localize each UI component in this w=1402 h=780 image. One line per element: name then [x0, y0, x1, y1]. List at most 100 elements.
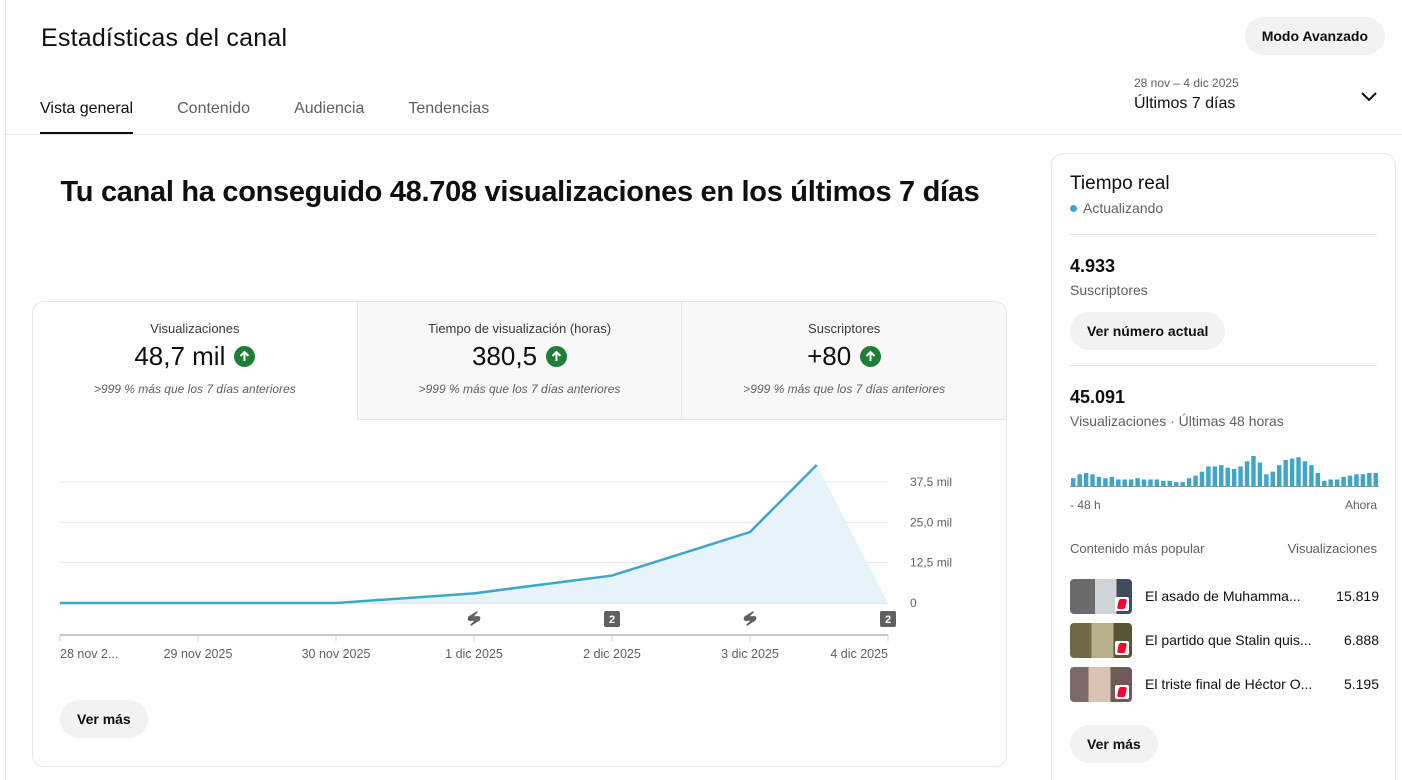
- x-tick-label: 4 dic 2025: [830, 647, 888, 661]
- metric-value: 48,7 mil: [134, 341, 226, 371]
- realtime-bar: [1141, 479, 1147, 486]
- upload-count-marker: [880, 611, 896, 627]
- subscriber-label: Suscriptores: [1070, 282, 1148, 298]
- realtime-bar: [1193, 475, 1198, 486]
- popular-item[interactable]: El partido que Stalin quis... 6.888: [1070, 622, 1379, 658]
- y-tick-label: 12,5 mil: [910, 556, 952, 570]
- popular-item-views: 5.195: [1343, 676, 1379, 692]
- realtime-bar: [1199, 471, 1205, 486]
- metric-value: +80: [807, 341, 852, 371]
- realtime-bar: [1244, 461, 1250, 486]
- realtime-bar: [1264, 474, 1269, 486]
- tab-content[interactable]: Contenido: [177, 100, 251, 117]
- arrow-up-icon: [234, 346, 256, 367]
- page-left-border: [5, 0, 6, 780]
- chevron-down-icon[interactable]: [1360, 88, 1378, 106]
- popular-item-title[interactable]: El triste final de Héctor O...: [1145, 676, 1313, 692]
- x-tick-label: 2 dic 2025: [583, 647, 641, 661]
- divider: [1070, 234, 1377, 235]
- realtime-bar: [1251, 456, 1256, 486]
- series-area: [60, 465, 888, 603]
- bar-axis-start: - 48 h: [1070, 498, 1101, 512]
- realtime-bar: [1219, 465, 1224, 486]
- x-tick-label: 30 nov 2025: [302, 647, 371, 661]
- metric-views[interactable]: Visualizaciones 48,7 mil >999 % más que …: [33, 302, 357, 420]
- shorts-icon: [743, 611, 757, 626]
- tab-bar: Vista general Contenido Audiencia Tenden…: [40, 96, 533, 134]
- shorts-icon: [1115, 640, 1129, 655]
- realtime-bar: [1103, 478, 1108, 486]
- popular-item[interactable]: El triste final de Héctor O... 5.195: [1070, 666, 1379, 702]
- realtime-bar: [1289, 458, 1295, 486]
- realtime-bar: [1154, 479, 1160, 486]
- see-more-button[interactable]: Ver más: [60, 700, 148, 738]
- overview-card: Visualizaciones 48,7 mil >999 % más que …: [32, 301, 1007, 767]
- realtime-bar: [1083, 472, 1089, 486]
- metric-delta: >999 % más que los 7 días anteriores: [418, 382, 621, 396]
- arrow-up-icon: [860, 346, 882, 367]
- realtime-bar: [1077, 474, 1082, 486]
- y-tick-label: 37,5 mil: [910, 475, 952, 489]
- shorts-icon: [467, 611, 481, 626]
- popular-item[interactable]: El asado de Muhamma... 15.819: [1070, 578, 1379, 614]
- realtime-bar-chart: [1070, 456, 1379, 487]
- view-current-count-button[interactable]: Ver número actual: [1070, 312, 1226, 350]
- tab-audience[interactable]: Audiencia: [294, 100, 365, 117]
- popular-views-header: Visualizaciones: [1287, 541, 1377, 556]
- realtime-bar: [1341, 476, 1346, 486]
- popular-item-title[interactable]: El asado de Muhamma...: [1145, 588, 1301, 604]
- date-range-selector[interactable]: 28 nov – 4 dic 2025 Últimos 7 días: [1134, 76, 1384, 120]
- realtime-status-label: Actualizando: [1083, 200, 1164, 216]
- realtime-views-label: Visualizaciones · Últimas 48 horas: [1070, 413, 1284, 429]
- realtime-bar: [1109, 476, 1115, 486]
- metric-label: Suscriptores: [808, 321, 881, 336]
- video-thumbnail[interactable]: [1070, 578, 1132, 614]
- realtime-bar: [1186, 478, 1192, 486]
- metric-watch-time[interactable]: Tiempo de visualización (horas) 380,5 >9…: [356, 302, 682, 420]
- realtime-bar: [1212, 466, 1218, 486]
- realtime-bar: [1122, 479, 1127, 486]
- upload-count-marker: [604, 611, 620, 627]
- popular-item-views: 6.888: [1343, 632, 1379, 648]
- metric-tabs: Visualizaciones 48,7 mil >999 % más que …: [33, 302, 1006, 420]
- metric-subscribers[interactable]: Suscriptores +80 >999 % más que los 7 dí…: [681, 302, 1006, 420]
- realtime-bar: [1096, 476, 1102, 486]
- bar-axis-end: Ahora: [1344, 498, 1377, 512]
- tab-trends[interactable]: Tendencias: [408, 100, 490, 117]
- realtime-title: Tiempo real: [1070, 173, 1170, 194]
- realtime-bar: [1071, 478, 1076, 486]
- popular-item-title[interactable]: El partido que Stalin quis...: [1145, 632, 1312, 648]
- realtime-bar: [1174, 482, 1179, 486]
- realtime-bar: [1367, 472, 1372, 486]
- realtime-bar: [1090, 474, 1095, 486]
- realtime-bar: [1322, 480, 1327, 486]
- shorts-icon: [1115, 596, 1129, 611]
- see-more-popular-button[interactable]: Ver más: [1070, 725, 1158, 763]
- metric-label: Tiempo de visualización (horas): [427, 321, 612, 336]
- series-line: [60, 464, 818, 605]
- realtime-bar: [1116, 479, 1121, 486]
- realtime-bar: [1167, 480, 1172, 486]
- video-thumbnail[interactable]: [1070, 622, 1132, 658]
- tab-overview[interactable]: Vista general: [40, 96, 134, 134]
- realtime-bar: [1270, 471, 1275, 486]
- advanced-mode-button[interactable]: Modo Avanzado: [1244, 17, 1385, 55]
- page-title: Estadísticas del canal: [41, 24, 288, 52]
- realtime-bar: [1257, 462, 1263, 486]
- metric-delta: >999 % más que los 7 días anteriores: [743, 382, 946, 396]
- live-dot-icon: [1070, 204, 1077, 212]
- realtime-status: Actualizando: [1070, 200, 1163, 216]
- header-divider: [5, 134, 1402, 135]
- date-range-dates: 28 nov – 4 dic 2025: [1134, 76, 1239, 90]
- x-tick-label: 3 dic 2025: [721, 647, 779, 661]
- views-chart: 0 12,5 mil 25,0 mil 37,5 mil 28 nov 2... 29 n…: [59, 464, 952, 661]
- realtime-bar: [1231, 469, 1237, 486]
- video-thumbnail[interactable]: [1070, 666, 1132, 702]
- realtime-card: Tiempo real Actualizando 4.933 Suscripto…: [1051, 153, 1396, 780]
- realtime-bar: [1328, 479, 1333, 486]
- popular-item-views: 15.819: [1336, 588, 1379, 604]
- realtime-bar: [1225, 467, 1230, 486]
- realtime-bar: [1283, 459, 1288, 486]
- realtime-bar: [1296, 457, 1301, 486]
- date-range-label: Últimos 7 días: [1134, 95, 1236, 112]
